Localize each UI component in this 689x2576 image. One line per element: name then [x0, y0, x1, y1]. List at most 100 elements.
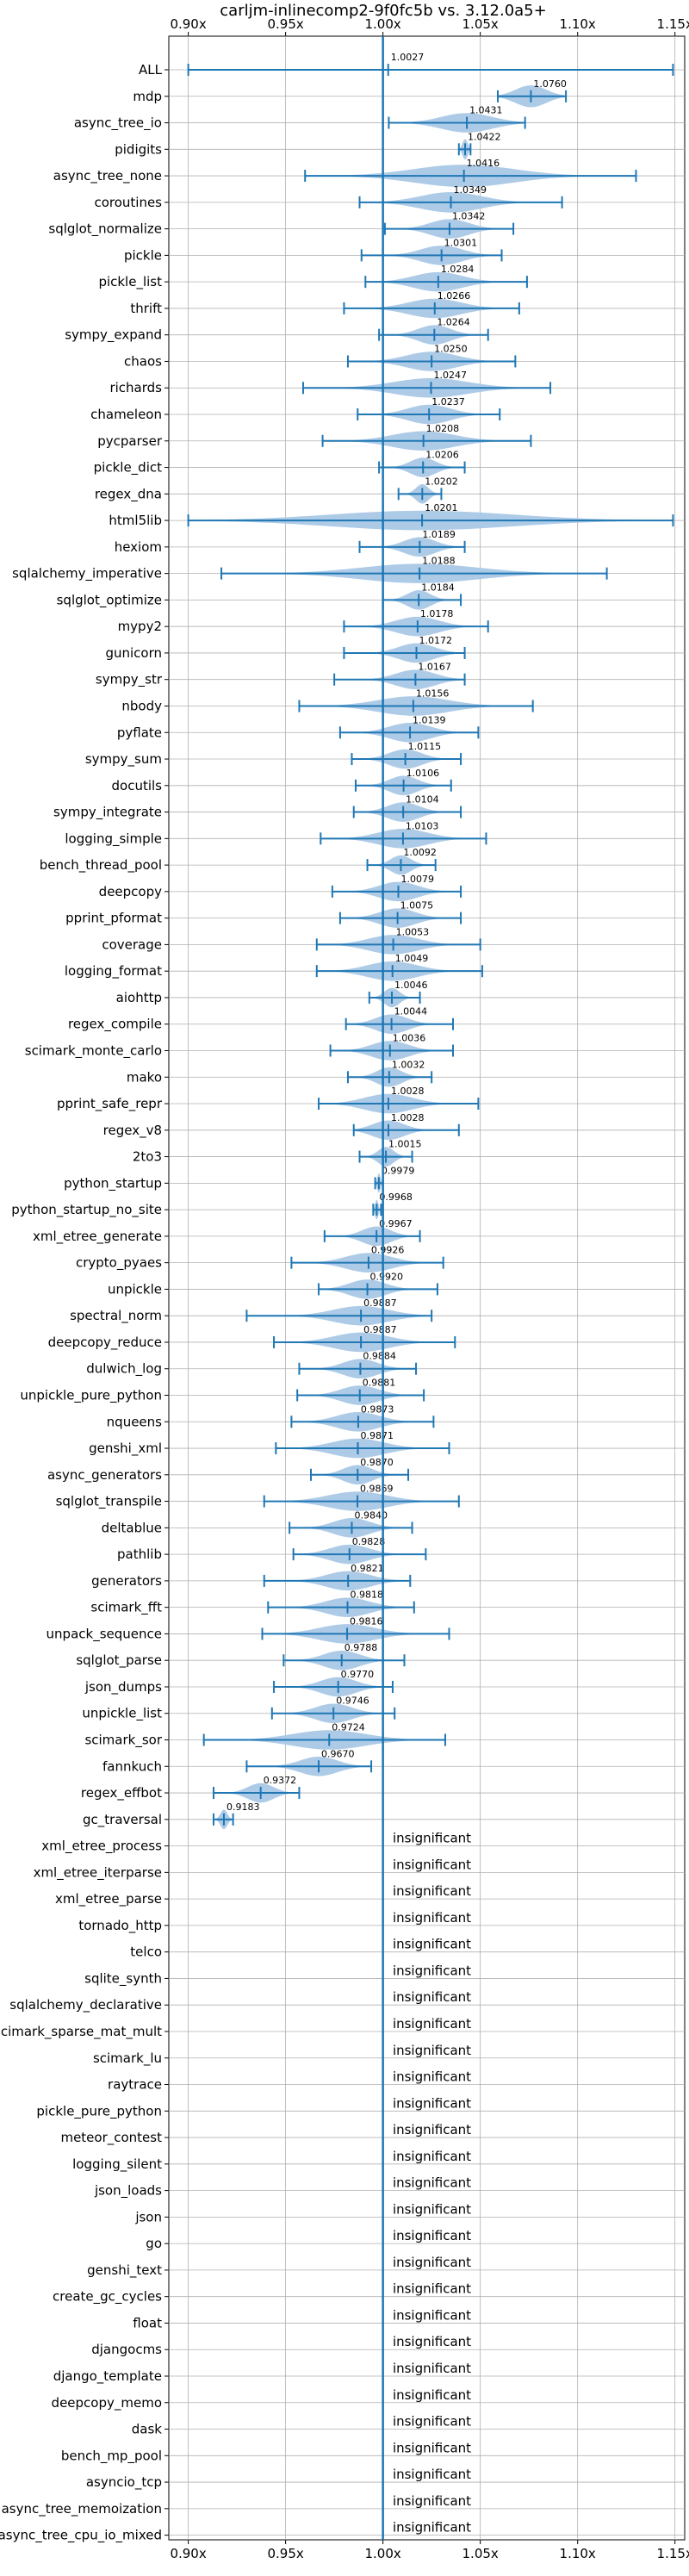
benchmark-label: chameleon: [90, 407, 162, 422]
x-tick-label-top: 1.05x: [462, 16, 499, 32]
value-label: 1.0431: [469, 105, 503, 116]
value-label: 0.9887: [363, 1324, 397, 1335]
benchmark-label: pickle_pure_python: [36, 2103, 162, 2119]
value-label: 0.9870: [360, 1457, 394, 1468]
benchmark-label: sympy_expand: [65, 327, 162, 344]
benchmark-label: xml_etree_iterparse: [34, 1864, 162, 1881]
insignificant-label: insignificant: [393, 1883, 471, 1899]
value-label: 0.9926: [371, 1245, 405, 1256]
benchmark-label: pickle: [124, 247, 162, 263]
x-tick-label-top: 1.15x: [657, 16, 689, 32]
value-label: 1.0075: [400, 900, 434, 912]
benchmark-label: sqlglot_parse: [76, 1652, 162, 1669]
benchmark-label: go: [146, 2236, 162, 2251]
value-label: 0.9372: [264, 1775, 297, 1786]
benchmark-label: regex_v8: [103, 1123, 162, 1139]
benchmark-label: dulwich_log: [86, 1361, 162, 1378]
benchmark-label: pycparser: [97, 433, 163, 449]
value-label: 0.9724: [332, 1722, 365, 1733]
benchmark-label: sympy_integrate: [53, 805, 162, 821]
value-label: 1.0349: [454, 184, 487, 196]
value-label: 0.9884: [363, 1351, 396, 1362]
insignificant-label: insignificant: [393, 2069, 471, 2085]
value-label: 1.0284: [441, 264, 474, 275]
value-label: 1.0188: [422, 556, 456, 567]
benchmark-label: scimark_sparse_mat_mult: [0, 2024, 162, 2040]
benchmark-label: xml_etree_generate: [33, 1229, 162, 1245]
benchmark-label: regex_compile: [68, 1017, 162, 1033]
value-label: 1.0422: [468, 131, 501, 142]
benchmark-label: 2to3: [133, 1149, 162, 1165]
benchmark-label: async_tree_io: [74, 115, 162, 132]
insignificant-label: insignificant: [393, 2493, 471, 2509]
benchmark-label: aiohttp: [116, 990, 162, 1005]
benchmark-label: xml_etree_process: [41, 1839, 162, 1855]
benchmark-label: async_tree_cpu_io_mixed: [0, 2528, 162, 2544]
x-tick-label-bottom: 0.90x: [170, 2546, 206, 2561]
benchmark-label: gc_traversal: [83, 1812, 162, 1828]
insignificant-label: insignificant: [393, 1831, 471, 1846]
value-label: 1.0015: [388, 1139, 422, 1150]
value-label: 1.0044: [394, 1006, 428, 1017]
benchmark-label: coverage: [102, 936, 162, 952]
benchmark-label: scimark_lu: [93, 2050, 162, 2067]
benchmark-label: dask: [132, 2422, 163, 2437]
benchmark-label: python_startup_no_site: [11, 1202, 162, 1218]
value-label: 0.9967: [379, 1218, 413, 1229]
insignificant-label: insignificant: [393, 1910, 471, 1926]
benchmark-label: tornado_http: [78, 1918, 162, 1934]
value-label: 1.0172: [419, 635, 453, 646]
insignificant-label: insignificant: [393, 2228, 471, 2243]
value-label: 1.0202: [425, 476, 458, 487]
value-label: 0.9968: [379, 1192, 413, 1203]
value-label: 0.9670: [321, 1748, 355, 1759]
value-label: 1.0156: [416, 688, 450, 699]
benchmark-label: pyflate: [117, 725, 162, 740]
benchmark-label: json: [134, 2209, 162, 2224]
benchmark-label: nbody: [121, 698, 162, 713]
x-tick-label-bottom: 1.15x: [657, 2546, 689, 2561]
insignificant-label: insignificant: [393, 2175, 471, 2191]
insignificant-label: insignificant: [393, 2122, 471, 2137]
value-label: 1.0104: [406, 794, 439, 806]
insignificant-label: insignificant: [393, 2520, 471, 2536]
value-label: 0.9840: [354, 1509, 388, 1521]
value-label: 1.0201: [425, 502, 457, 513]
value-label: 0.9816: [350, 1615, 383, 1627]
benchmark-label: pickle_list: [98, 274, 162, 290]
insignificant-label: insignificant: [393, 2281, 471, 2297]
value-label: 1.0027: [391, 52, 425, 63]
value-label: 1.0264: [437, 317, 469, 328]
benchmark-label: meteor_contest: [60, 2130, 162, 2146]
value-label: 1.0184: [421, 582, 454, 593]
benchmark-label: raytrace: [108, 2077, 162, 2093]
insignificant-label: insignificant: [393, 2387, 471, 2403]
benchmark-label: scimark_monte_carlo: [25, 1042, 162, 1059]
x-tick-label-bottom: 0.95x: [267, 2546, 303, 2561]
value-label: 0.9873: [361, 1403, 394, 1415]
benchmark-label: django_template: [53, 2368, 162, 2385]
x-tick-label-bottom: 1.00x: [365, 2546, 401, 2561]
value-label: 0.9920: [370, 1271, 404, 1282]
benchmark-label: html5lib: [109, 513, 162, 528]
benchmark-label: scimark_sor: [84, 1733, 162, 1749]
benchmark-label: ALL: [139, 62, 163, 78]
benchmark-label: json_loads: [94, 2183, 162, 2200]
benchmark-label: async_tree_none: [53, 168, 162, 184]
benchmark-label: scimark_fft: [90, 1600, 162, 1616]
insignificant-label: insignificant: [393, 2414, 471, 2430]
benchmark-label: regex_effbot: [81, 1785, 162, 1801]
benchmark-label: deltablue: [102, 1520, 162, 1535]
insignificant-label: insignificant: [393, 2095, 471, 2111]
benchmark-label: pickle_dict: [94, 460, 162, 476]
benchmark-label: coroutines: [94, 195, 162, 210]
benchmark-label: bench_thread_pool: [40, 857, 162, 874]
benchmark-label: unpickle_list: [82, 1706, 162, 1722]
insignificant-label: insignificant: [393, 1937, 471, 1952]
x-tick-label-top: 0.95x: [267, 16, 303, 32]
benchmark-label: telco: [130, 1944, 162, 1960]
value-label: 1.0206: [425, 450, 459, 461]
x-tick-label-top: 0.90x: [170, 16, 206, 32]
value-label: 0.9881: [363, 1378, 396, 1389]
